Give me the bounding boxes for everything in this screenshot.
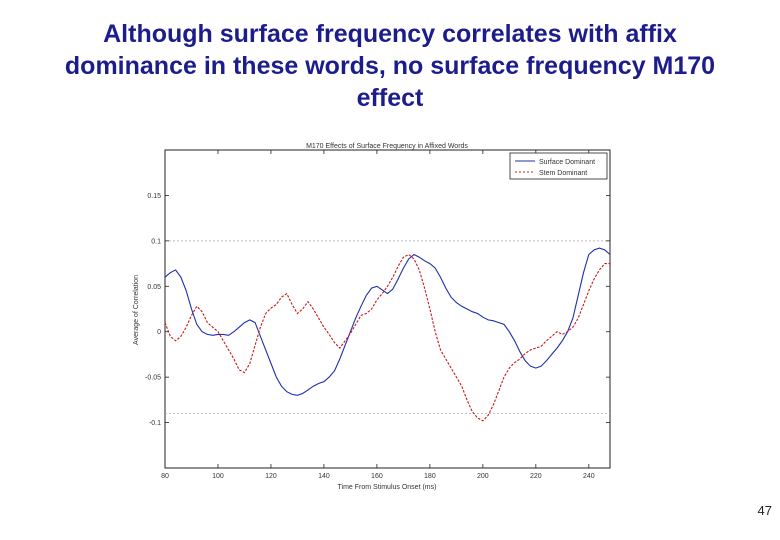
legend: Surface Dominant Stem Dominant [509,152,608,180]
x-tick-label: 220 [530,473,542,480]
y-tick-label: 0 [157,329,161,336]
y-tick-label: 0.15 [147,193,161,200]
page-number: 47 [757,503,772,518]
slide-title: Although surface frequency correlates wi… [0,18,780,114]
x-axis-label: Time From Stimulus Onset (ms) [338,484,437,491]
x-tick-label: 240 [583,473,595,480]
y-tick-label: 0.1 [151,238,161,245]
x-tick-label: 80 [161,473,169,480]
series-layer [164,247,611,422]
x-tick-label: 120 [265,473,277,480]
legend-box [509,152,608,180]
y-tick-label: -0.05 [145,375,161,382]
chart-title: M170 Effects of Surface Frequency in Aff… [306,143,468,150]
legend-label-stem-dominant: Stem Dominant [539,170,587,177]
series-line-surface-dominant [164,247,611,396]
series-line-stem-dominant [164,253,610,422]
slide-title-line: dominance in these words, no surface fre… [64,52,716,80]
x-tick-label: 160 [371,473,383,480]
slide-title-line: Although surface frequency correlates wi… [103,20,677,48]
y-tick-label: -0.1 [149,420,161,427]
x-tick-label: 200 [477,473,489,480]
y-axis-label: Average of Correlation [133,275,140,345]
y-tick-label: 0.05 [147,284,161,291]
legend-label-surface-dominant: Surface Dominant [539,159,595,166]
axis-ticks: 80 100 120 140 160 180 200 220 240 -0.1 -0.05 0 0.05… [145,150,610,480]
x-tick-label: 180 [424,473,436,480]
x-tick-label: 100 [212,473,224,480]
x-tick-label: 140 [318,473,330,480]
slide-title-line: effect [356,84,424,112]
plot-area [164,149,611,469]
